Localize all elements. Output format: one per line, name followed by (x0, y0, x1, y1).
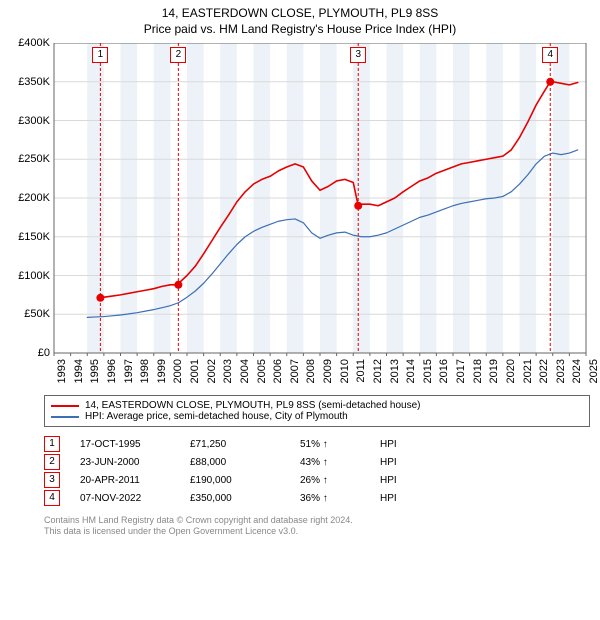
sale-marker-1: 1 (92, 47, 108, 63)
x-tick-label: 2002 (206, 359, 218, 389)
legend-label-price: 14, EASTERDOWN CLOSE, PLYMOUTH, PL9 8SS … (85, 400, 421, 411)
sales-row-date: 20-APR-2011 (80, 475, 190, 486)
sale-marker-2: 2 (170, 47, 186, 63)
footer: Contains HM Land Registry data © Crown c… (44, 515, 590, 538)
sale-marker-4: 4 (542, 47, 558, 63)
y-tick-label: £200K (10, 192, 50, 204)
sales-row-price: £88,000 (190, 457, 300, 468)
x-tick-label: 2000 (172, 359, 184, 389)
x-tick-label: 1997 (123, 359, 135, 389)
x-tick-label: 2015 (422, 359, 434, 389)
sales-row-hpi: HPI (380, 457, 420, 468)
sales-row-marker: 1 (44, 436, 60, 452)
sale-marker-3: 3 (350, 47, 366, 63)
x-tick-label: 2003 (222, 359, 234, 389)
chart-area: £0£50K£100K£150K£200K£250K£300K£350K£400… (10, 43, 590, 389)
sales-row-marker: 3 (44, 472, 60, 488)
x-tick-label: 2008 (305, 359, 317, 389)
x-tick-label: 2007 (289, 359, 301, 389)
y-tick-label: £150K (10, 231, 50, 243)
y-tick-label: £250K (10, 153, 50, 165)
sales-table: 117-OCT-1995£71,25051% ↑HPI223-JUN-2000£… (44, 435, 590, 507)
x-tick-label: 2011 (355, 359, 367, 389)
sales-row-diff: 43% ↑ (300, 457, 380, 468)
sales-row-date: 07-NOV-2022 (80, 493, 190, 504)
chart-svg (10, 43, 590, 357)
footer-line1: Contains HM Land Registry data © Crown c… (44, 515, 590, 526)
x-tick-label: 1994 (73, 359, 85, 389)
x-tick-label: 2001 (189, 359, 201, 389)
legend-row-hpi: HPI: Average price, semi-detached house,… (51, 411, 583, 422)
legend-swatch-price (51, 405, 79, 407)
y-tick-label: £50K (10, 308, 50, 320)
sales-row-marker: 2 (44, 454, 60, 470)
x-tick-label: 2020 (505, 359, 517, 389)
x-tick-label: 2006 (272, 359, 284, 389)
chart-title-line2: Price paid vs. HM Land Registry's House … (0, 22, 600, 38)
sales-row: 1 17-OCT-1995£71,25051% ↑HPI (44, 435, 590, 453)
sales-row-date: 17-OCT-1995 (80, 439, 190, 450)
page: { "title_line1": "14, EASTERDOWN CLOSE, … (0, 0, 600, 620)
x-tick-label: 2010 (339, 359, 351, 389)
x-tick-label: 1995 (89, 359, 101, 389)
y-tick-label: £350K (10, 76, 50, 88)
x-tick-label: 1998 (139, 359, 151, 389)
sales-row-hpi: HPI (380, 475, 420, 486)
x-tick-label: 2022 (538, 359, 550, 389)
legend-label-hpi: HPI: Average price, semi-detached house,… (85, 411, 348, 422)
x-tick-label: 2021 (522, 359, 534, 389)
x-tick-label: 2018 (472, 359, 484, 389)
sales-row-marker: 4 (44, 490, 60, 506)
legend-swatch-hpi (51, 416, 79, 418)
y-tick-label: £100K (10, 270, 50, 282)
x-tick-label: 2009 (322, 359, 334, 389)
x-tick-label: 2025 (588, 359, 600, 389)
sales-row-price: £190,000 (190, 475, 300, 486)
x-tick-label: 2013 (389, 359, 401, 389)
x-tick-label: 2024 (571, 359, 583, 389)
legend-row-price: 14, EASTERDOWN CLOSE, PLYMOUTH, PL9 8SS … (51, 400, 583, 411)
x-tick-label: 2012 (372, 359, 384, 389)
x-tick-label: 1999 (156, 359, 168, 389)
x-tick-label: 2017 (455, 359, 467, 389)
sales-row-price: £350,000 (190, 493, 300, 504)
sales-row-diff: 26% ↑ (300, 475, 380, 486)
x-tick-label: 2004 (239, 359, 251, 389)
x-tick-label: 2014 (405, 359, 417, 389)
legend: 14, EASTERDOWN CLOSE, PLYMOUTH, PL9 8SS … (44, 395, 590, 427)
chart-title-line1: 14, EASTERDOWN CLOSE, PLYMOUTH, PL9 8SS (0, 6, 600, 22)
sales-row-hpi: HPI (380, 493, 420, 504)
sales-row-date: 23-JUN-2000 (80, 457, 190, 468)
sales-row-diff: 36% ↑ (300, 493, 380, 504)
y-tick-label: £300K (10, 115, 50, 127)
sales-row: 4 07-NOV-2022£350,00036% ↑HPI (44, 489, 590, 507)
y-tick-label: £0 (10, 347, 50, 359)
x-tick-label: 1993 (56, 359, 68, 389)
sales-row: 2 23-JUN-2000£88,00043% ↑HPI (44, 453, 590, 471)
x-tick-label: 1996 (106, 359, 118, 389)
sales-row: 3 20-APR-2011£190,00026% ↑HPI (44, 471, 590, 489)
x-tick-label: 2005 (256, 359, 268, 389)
x-tick-label: 2023 (555, 359, 567, 389)
sales-row-diff: 51% ↑ (300, 439, 380, 450)
footer-line2: This data is licensed under the Open Gov… (44, 526, 590, 537)
sales-row-hpi: HPI (380, 439, 420, 450)
sales-row-price: £71,250 (190, 439, 300, 450)
x-tick-label: 2016 (438, 359, 450, 389)
y-tick-label: £400K (10, 37, 50, 49)
x-tick-label: 2019 (488, 359, 500, 389)
